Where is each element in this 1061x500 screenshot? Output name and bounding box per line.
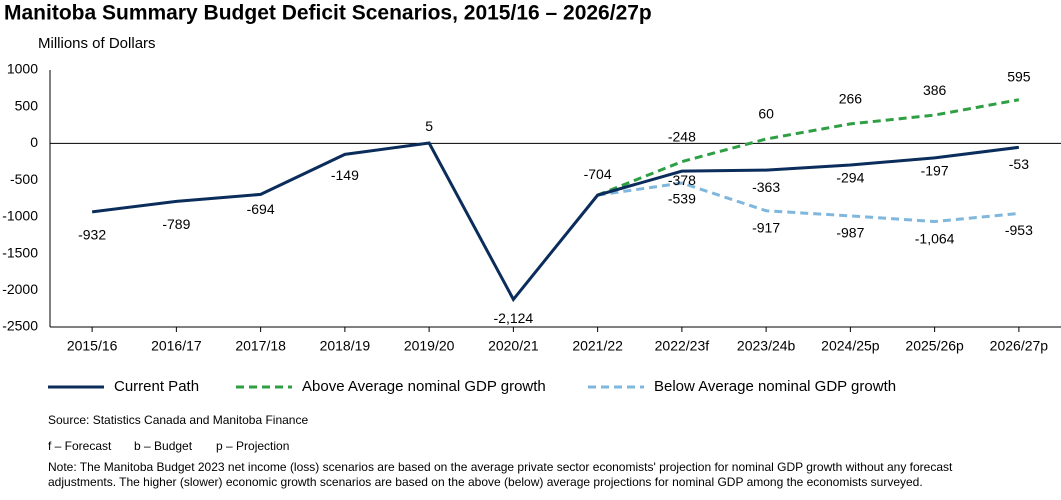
data-label: 386 [923, 82, 947, 98]
data-label: -953 [1005, 222, 1033, 238]
y-tick-label: -1500 [2, 244, 38, 260]
y-tick-label: 1000 [7, 61, 38, 77]
x-tick-label: 2021/22 [572, 338, 623, 354]
data-label: -149 [331, 167, 359, 183]
y-axis-label: Millions of Dollars [38, 35, 156, 52]
data-label: -1,064 [915, 230, 955, 246]
data-label: -917 [752, 219, 780, 235]
data-label: -294 [836, 170, 864, 186]
data-label: -248 [668, 128, 696, 144]
data-label: -704 [584, 166, 612, 182]
data-label: 595 [1007, 68, 1031, 84]
chart-title: Manitoba Summary Budget Deficit Scenario… [4, 2, 652, 25]
source: Source: Statistics Canada and Manitoba F… [48, 413, 308, 427]
data-label: 60 [758, 106, 774, 122]
data-label: -378 [668, 172, 696, 188]
data-label: 266 [839, 91, 863, 107]
data-label: -2,124 [494, 310, 534, 326]
x-tick-label: 2022/23f [655, 338, 710, 354]
x-tick-label: 2020/21 [488, 338, 539, 354]
data-label: -694 [247, 201, 275, 217]
y-tick-label: -2000 [2, 281, 38, 297]
data-label: 5 [425, 118, 433, 134]
series-line [91, 141, 1020, 303]
note: Note: The Manitoba Budget 2023 net incom… [48, 460, 953, 474]
series-line [597, 181, 1020, 224]
x-tick-label: 2016/17 [151, 338, 202, 354]
legend-label: Current Path [114, 378, 199, 395]
x-tick-label: 2019/20 [404, 338, 455, 354]
y-tick-label: 0 [30, 134, 38, 150]
data-label: -539 [668, 191, 696, 207]
data-label: -932 [78, 227, 106, 243]
footnote: p – Projection [216, 439, 289, 453]
x-tick-label: 2018/19 [320, 338, 371, 354]
data-label: -987 [836, 225, 864, 241]
data-label: -197 [921, 163, 949, 179]
x-tick-label: 2017/18 [235, 338, 286, 354]
data-label: -363 [752, 179, 780, 195]
x-tick-label: 2024/25p [821, 338, 880, 354]
series-line [597, 98, 1020, 197]
x-tick-label: 2015/16 [67, 338, 118, 354]
x-tick-label: 2026/27p [990, 338, 1049, 354]
legend-label: Below Average nominal GDP growth [654, 378, 896, 395]
y-tick-label: -500 [10, 171, 38, 187]
y-tick-label: -2500 [2, 318, 38, 334]
footnote: b – Budget [134, 439, 193, 453]
y-tick-label: 500 [15, 97, 39, 113]
x-tick-label: 2023/24b [737, 338, 796, 354]
data-label: -53 [1009, 156, 1029, 172]
footnote: f – Forecast [48, 439, 112, 453]
legend-label: Above Average nominal GDP growth [302, 378, 546, 395]
data-label: -789 [162, 216, 190, 232]
y-tick-label: -1000 [2, 208, 38, 224]
x-tick-label: 2025/26p [905, 338, 964, 354]
note: adjustments. The higher (slower) economi… [48, 475, 923, 489]
